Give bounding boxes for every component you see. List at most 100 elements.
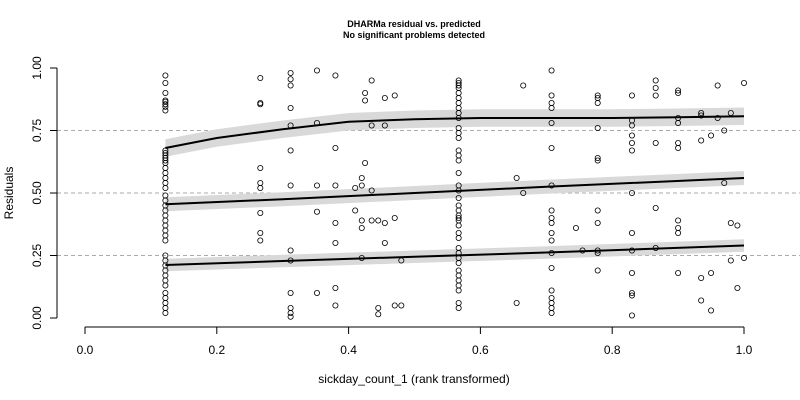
residual-point	[287, 70, 294, 77]
y-tick-label: 0.75	[30, 118, 44, 142]
x-tick-label: 0.6	[472, 343, 489, 357]
x-tick-label: 0.4	[340, 343, 357, 357]
residual-point	[332, 284, 339, 291]
residual-point	[548, 120, 555, 127]
residual-point	[287, 147, 294, 154]
residual-point	[455, 194, 462, 201]
residual-point	[162, 157, 169, 164]
residual-point	[313, 120, 320, 127]
residual-point	[714, 115, 721, 122]
residual-point	[162, 294, 169, 301]
residual-point	[698, 112, 705, 119]
residual-point	[162, 212, 169, 219]
residual-point	[162, 227, 169, 234]
residual-point	[455, 157, 462, 164]
residual-point	[287, 82, 294, 89]
residual-point	[675, 224, 682, 231]
residual-point	[548, 287, 555, 294]
residual-point	[257, 184, 264, 191]
residual-point	[162, 90, 169, 97]
residual-point	[594, 157, 601, 164]
residual-point	[455, 229, 462, 236]
residual-point	[162, 289, 169, 296]
residual-point	[628, 269, 635, 276]
residual-point	[162, 107, 169, 114]
residual-point	[391, 302, 398, 309]
quantile-line-1	[165, 177, 745, 206]
residual-point	[398, 302, 405, 309]
residual-point	[391, 214, 398, 221]
residual-point	[548, 249, 555, 256]
residual-point	[628, 229, 635, 236]
residual-point	[287, 122, 294, 129]
residual-point	[287, 182, 294, 189]
residual-point	[287, 105, 294, 112]
confidence-band-0	[165, 107, 744, 157]
residual-point	[381, 219, 388, 226]
residual-point	[455, 259, 462, 266]
residual-point	[362, 97, 369, 104]
residual-point	[362, 90, 369, 97]
residual-point	[721, 179, 728, 186]
residual-point	[313, 289, 320, 296]
residual-point	[455, 214, 462, 221]
residual-point	[628, 139, 635, 146]
residual-point	[721, 127, 728, 134]
x-tick-label: 0.8	[604, 343, 621, 357]
residual-point	[548, 309, 555, 316]
residual-point	[698, 297, 705, 304]
residual-point	[313, 67, 320, 74]
residual-point	[455, 129, 462, 136]
residual-point	[257, 229, 264, 236]
residual-point	[352, 184, 359, 191]
residual-point	[162, 237, 169, 244]
residual-point	[652, 85, 659, 92]
quantile-line-2	[165, 244, 745, 266]
residual-point	[675, 139, 682, 146]
residual-point	[368, 217, 375, 224]
residual-point	[162, 103, 169, 110]
y-tick-label: 0.25	[30, 243, 44, 267]
residual-point	[257, 209, 264, 216]
residual-point	[287, 247, 294, 254]
residual-point	[368, 77, 375, 84]
residual-point	[455, 82, 462, 89]
residual-point	[257, 237, 264, 244]
residual-point	[628, 132, 635, 139]
residual-point	[455, 222, 462, 229]
residual-point	[708, 307, 715, 314]
residual-point	[162, 217, 169, 224]
residual-point	[734, 284, 741, 291]
residual-point	[381, 239, 388, 246]
residual-point	[548, 229, 555, 236]
residual-point	[548, 207, 555, 214]
residual-point	[358, 182, 365, 189]
residual-point	[162, 272, 169, 279]
residual-point	[548, 264, 555, 271]
chart-title: DHARMa residual vs. predicted	[347, 19, 481, 29]
residual-point	[455, 147, 462, 154]
residual-point	[455, 134, 462, 141]
residual-point	[162, 80, 169, 87]
residual-point	[381, 122, 388, 129]
residual-point	[675, 144, 682, 151]
quantile-regression-lines	[165, 115, 745, 266]
residual-point	[548, 299, 555, 306]
residual-point	[628, 292, 635, 299]
residual-point	[708, 269, 715, 276]
residual-point	[628, 289, 635, 296]
residual-point	[381, 95, 388, 102]
y-tick-label: 1.00	[30, 56, 44, 80]
residual-point	[548, 214, 555, 221]
residual-point	[455, 95, 462, 102]
residual-point	[313, 182, 320, 189]
residual-point	[594, 247, 601, 254]
residual-point	[287, 257, 294, 264]
residual-point	[162, 299, 169, 306]
residual-points	[162, 67, 748, 320]
residual-point	[162, 179, 169, 186]
x-tick-label: 0.0	[77, 343, 94, 357]
residual-point	[162, 309, 169, 316]
residual-point	[162, 184, 169, 191]
